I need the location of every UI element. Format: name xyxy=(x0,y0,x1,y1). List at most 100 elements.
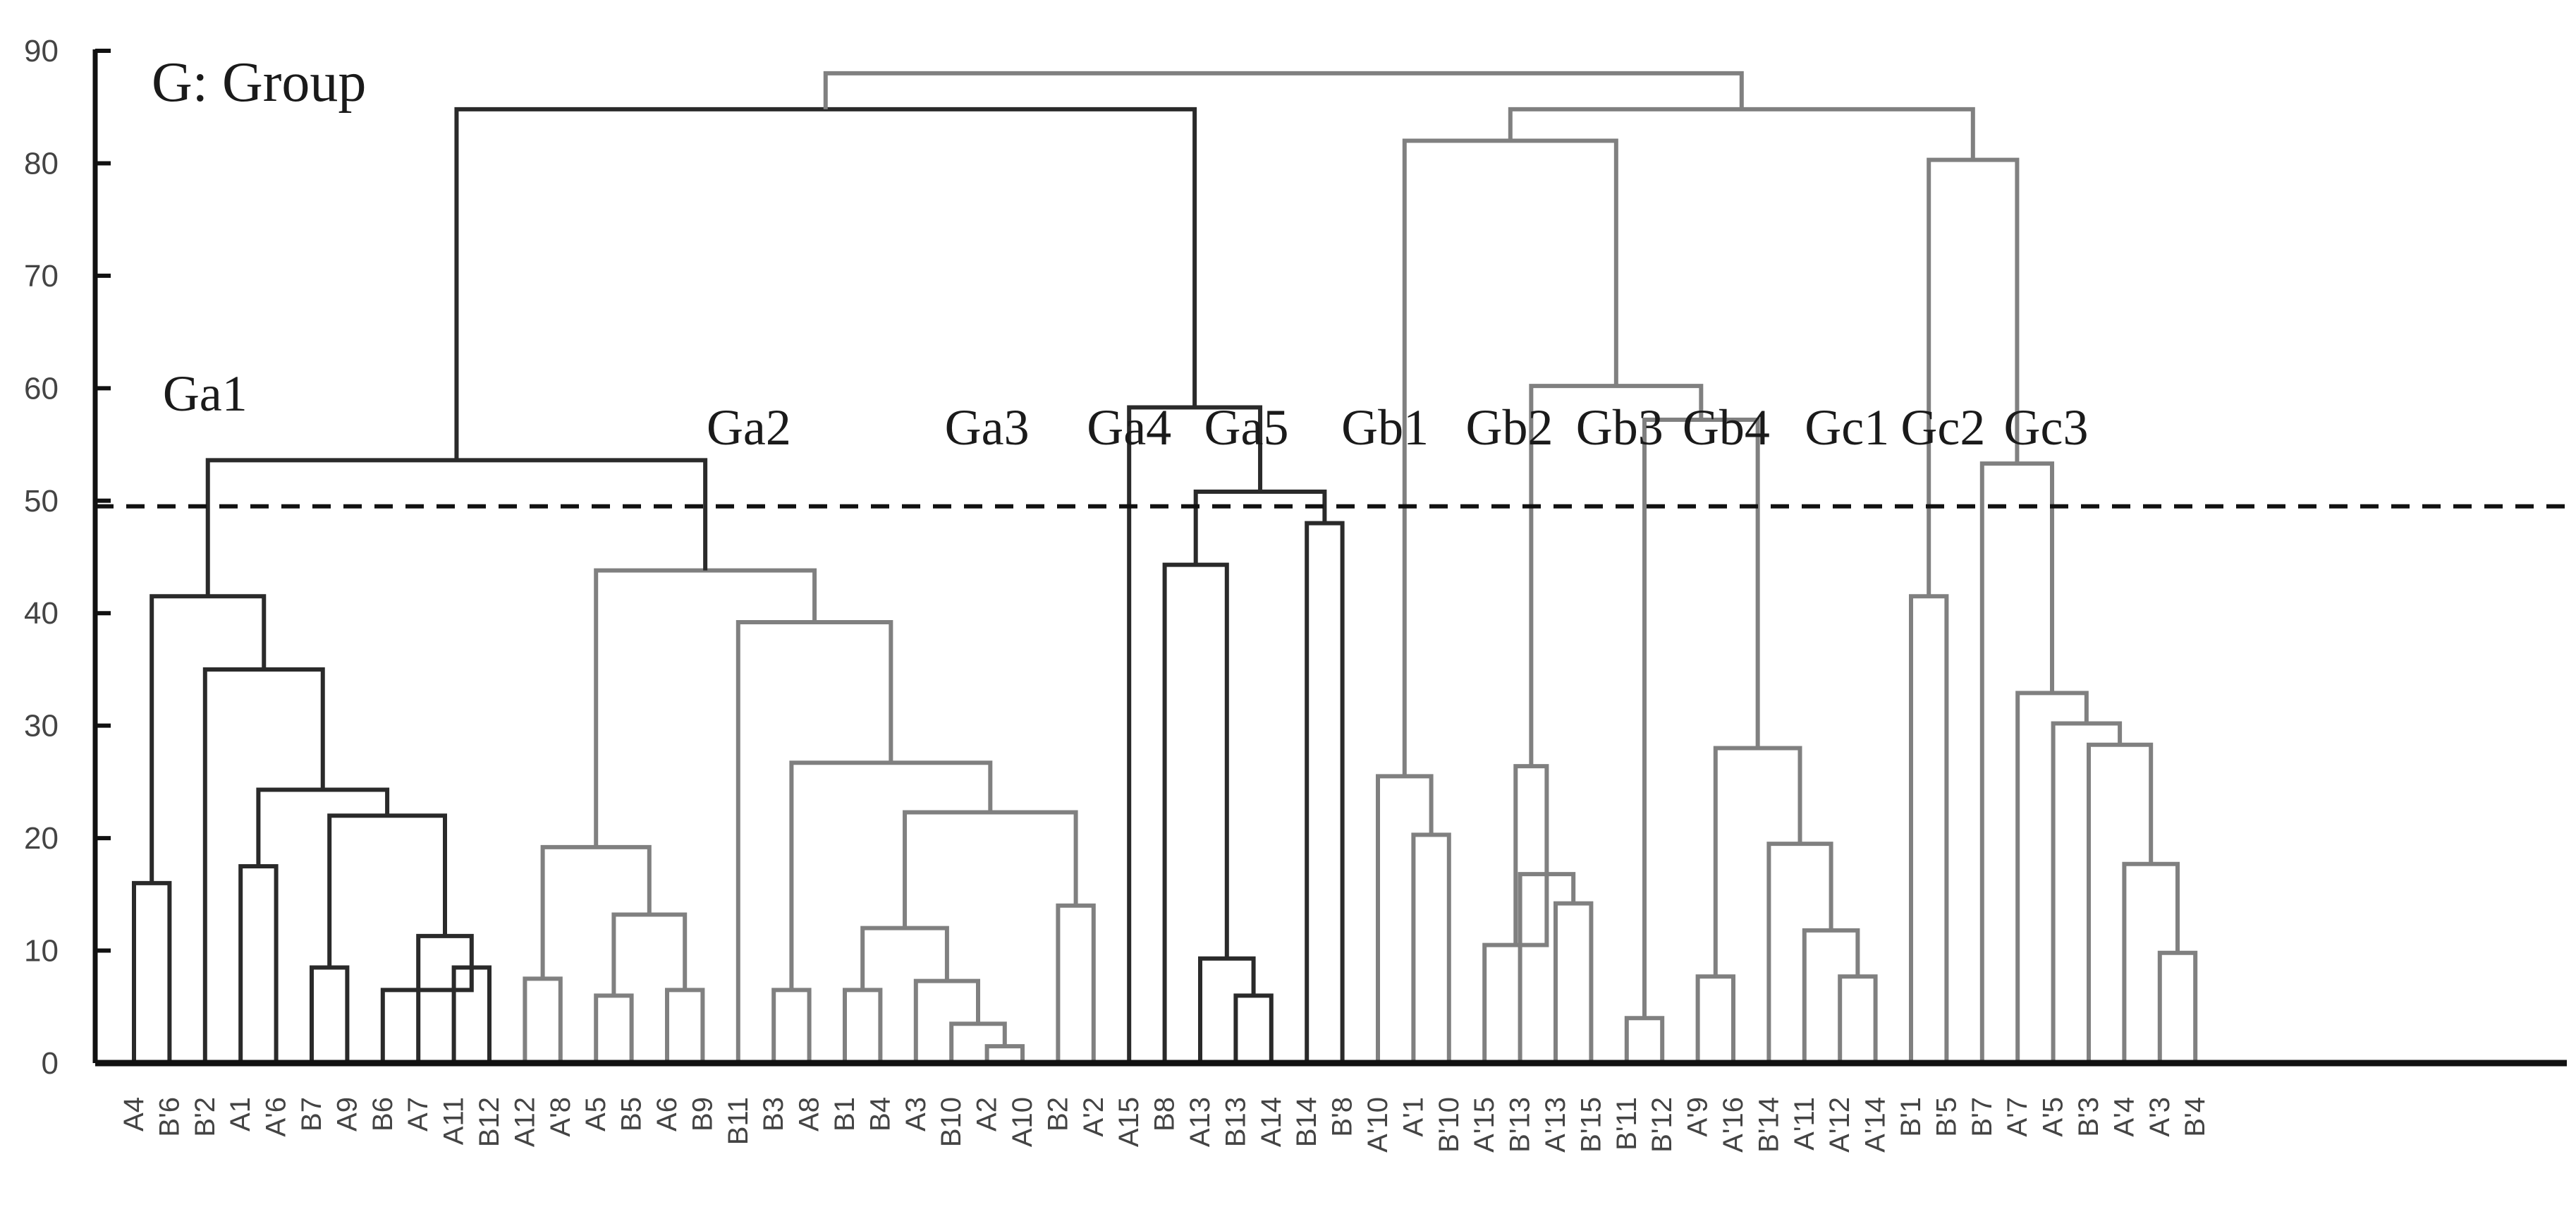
leaf-label: A13 xyxy=(1185,1097,1216,1147)
merge-link-b5 xyxy=(540,844,652,979)
leaf-label: A9 xyxy=(331,1097,362,1132)
leaf-label: B'8 xyxy=(1327,1097,1358,1137)
leaf-label: B'3 xyxy=(2073,1097,2104,1137)
merge-link-a1 xyxy=(132,880,172,1063)
merge-link-d9 xyxy=(1802,928,1860,1063)
merge-link-a8 xyxy=(256,787,390,866)
merge-link-e2 xyxy=(2157,950,2198,1063)
leaf-label: A8 xyxy=(794,1097,825,1132)
merge-link-c7 xyxy=(1127,405,1263,1063)
merge-link-root xyxy=(823,71,1744,109)
y-tick-label: 70 xyxy=(24,259,59,293)
merge-link-b7 xyxy=(843,988,883,1063)
leaf-label: B2 xyxy=(1042,1097,1073,1132)
group-label: Ga1 xyxy=(163,365,248,422)
merge-link-d12 xyxy=(1713,746,1802,977)
merge-link-b9 xyxy=(949,1021,1007,1063)
leaf-label: B'7 xyxy=(1967,1097,1998,1137)
leaf-label: A'14 xyxy=(1860,1097,1891,1153)
leaf-label: B6 xyxy=(367,1097,398,1132)
leaf-label: A4 xyxy=(118,1097,149,1132)
y-tick-label: 60 xyxy=(24,371,59,406)
leaf-label: B'15 xyxy=(1575,1097,1606,1153)
merge-link-d6 xyxy=(1513,764,1549,945)
merge-link-a7 xyxy=(327,813,447,968)
group-labels: Ga1 Ga2 Ga3 Ga4 Ga5 Gb1 Gb2 Gb3 Gb4 Gc1 Gc2 Gc3 xyxy=(163,365,2089,456)
merge-link-e3 xyxy=(2122,861,2180,1063)
merge-link-a2 xyxy=(238,863,279,1063)
leaf-label: B14 xyxy=(1291,1097,1322,1147)
leaf-label: B'10 xyxy=(1434,1097,1465,1153)
leaf-label: A15 xyxy=(1113,1097,1144,1147)
leaf-label: B13 xyxy=(1220,1097,1251,1147)
y-tick-label: 50 xyxy=(24,484,59,518)
y-tick-label: 0 xyxy=(42,1046,59,1081)
merge-link-e5 xyxy=(2051,721,2123,1063)
chart-title: G: Group xyxy=(152,51,366,114)
y-tick-label: 20 xyxy=(24,821,59,856)
leaf-label: A'1 xyxy=(1398,1097,1429,1137)
leaf-label: B'2 xyxy=(190,1097,221,1137)
merge-link-d13 xyxy=(1642,417,1760,1019)
leaf-label: A'6 xyxy=(261,1097,292,1137)
dendrogram-links xyxy=(132,71,2198,1063)
merge-link-b13 xyxy=(903,810,1078,928)
leaf-label: A14 xyxy=(1256,1097,1287,1147)
merge-link-b3 xyxy=(611,912,688,996)
leaf-label: B7 xyxy=(296,1097,327,1132)
leaf-label: B'13 xyxy=(1505,1097,1536,1153)
merge-link-c8 xyxy=(454,107,1197,461)
leaf-label: A'12 xyxy=(1824,1097,1855,1153)
leaf-label: A'3 xyxy=(2144,1097,2175,1137)
merge-link-a6 xyxy=(416,933,474,1063)
leaf-label: A'11 xyxy=(1789,1097,1820,1151)
merge-link-e4 xyxy=(2087,742,2154,1063)
y-tick-label: 30 xyxy=(24,709,59,744)
leaf-label: B3 xyxy=(758,1097,789,1132)
leaf-label: A2 xyxy=(972,1097,1003,1132)
merge-link-c4 xyxy=(1162,562,1229,1063)
merge-link-a5 xyxy=(380,967,474,1063)
merge-link-b12 xyxy=(1056,903,1096,1063)
merge-link-e6 xyxy=(2015,691,2089,1063)
merge-link-d7 xyxy=(1624,1016,1665,1063)
merge-link-b2 xyxy=(665,988,705,1063)
leaf-label: A'10 xyxy=(1362,1097,1393,1153)
leaf-label: A5 xyxy=(580,1097,611,1132)
leaf-label: B'4 xyxy=(2180,1097,2211,1137)
group-label: Gc3 xyxy=(2004,399,2089,456)
leaf-label: B9 xyxy=(687,1097,718,1132)
leaf-label: A1 xyxy=(225,1097,256,1132)
leaf-label: B'14 xyxy=(1753,1097,1784,1153)
group-label: Gb1 xyxy=(1341,399,1429,456)
merge-link-d15 xyxy=(1402,138,1618,777)
merge-link-d11 xyxy=(1695,974,1735,1063)
y-tick-label: 80 xyxy=(24,146,59,181)
group-label: Ga4 xyxy=(1087,399,1171,456)
leaf-label: A'7 xyxy=(2002,1097,2033,1137)
y-tick-label: 10 xyxy=(24,934,59,969)
leaf-label: A11 xyxy=(439,1097,470,1145)
merge-link-e1 xyxy=(1909,594,1949,1063)
merge-link-a10 xyxy=(149,594,267,883)
group-label: Gc1 xyxy=(1805,399,1889,456)
leaf-label: B8 xyxy=(1149,1097,1180,1132)
leaf-label: A'16 xyxy=(1718,1097,1749,1153)
merge-link-b11 xyxy=(860,926,949,990)
merge-link-d1 xyxy=(1411,832,1451,1063)
merge-link-c3 xyxy=(1198,956,1256,1063)
leaf-label: B'11 xyxy=(1611,1097,1642,1151)
leaf-label: A'13 xyxy=(1540,1097,1571,1153)
group-label: Ga3 xyxy=(945,399,1030,456)
group-label: Ga2 xyxy=(707,399,791,456)
merge-link-d3 xyxy=(1553,901,1594,1063)
merge-link-c5 xyxy=(1305,521,1345,1063)
merge-link-d8 xyxy=(1838,974,1878,1063)
merge-link-b4 xyxy=(523,976,563,1063)
leaf-label: A3 xyxy=(901,1097,932,1132)
leaf-label: A6 xyxy=(652,1097,683,1132)
leaf-label: A'5 xyxy=(2038,1097,2069,1137)
leaf-label: B12 xyxy=(474,1097,505,1147)
leaf-label: A10 xyxy=(1007,1097,1038,1147)
